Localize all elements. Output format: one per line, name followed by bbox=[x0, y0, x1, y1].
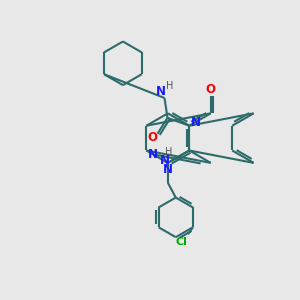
Text: O: O bbox=[148, 131, 158, 144]
Text: O: O bbox=[206, 83, 216, 96]
Text: H: H bbox=[166, 81, 173, 91]
Text: N: N bbox=[163, 163, 173, 176]
Text: N: N bbox=[160, 154, 170, 167]
Text: N: N bbox=[156, 85, 166, 98]
Text: H: H bbox=[165, 148, 172, 158]
Text: N: N bbox=[148, 148, 158, 161]
Text: Cl: Cl bbox=[175, 237, 187, 247]
Text: N: N bbox=[191, 116, 201, 129]
